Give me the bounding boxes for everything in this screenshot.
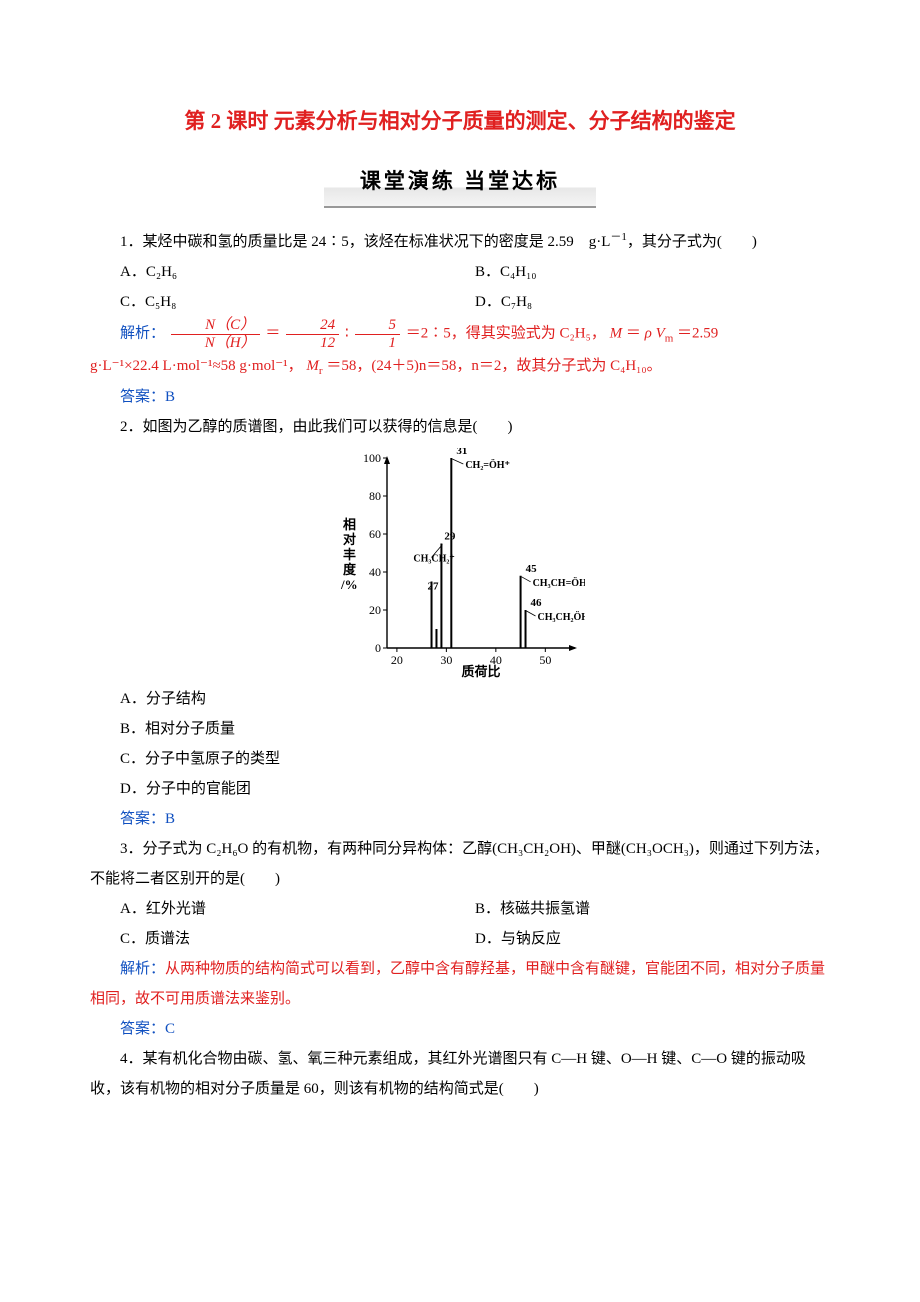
q1-options-row1: A．C₂H₆ B．C₄H₁₀ xyxy=(120,257,830,287)
mass-spectrum-chart: 02040608010020304050相对丰度/%质荷比2729CH₃CH₂⁺… xyxy=(90,448,830,678)
q3-options-row2: C．质谱法 D．与钠反应 xyxy=(120,924,830,954)
svg-text:0: 0 xyxy=(375,641,381,655)
frac-nc-nh: N（C） N（H） xyxy=(171,317,260,351)
lesson-title: 第 2 课时 元素分析与相对分子质量的测定、分子结构的鉴定 xyxy=(90,100,830,142)
q3-optA: A．红外光谱 xyxy=(120,894,475,924)
svg-text:80: 80 xyxy=(369,489,381,503)
frac-5-1: 5 1 xyxy=(355,317,401,351)
q1-answer: 答案：B xyxy=(90,382,830,412)
q3-answer: 答案：C xyxy=(90,1014,830,1044)
q3-optC: C．质谱法 xyxy=(120,924,475,954)
q2-stem: 2．如图为乙醇的质谱图，由此我们可以获得的信息是( ) xyxy=(90,412,830,442)
svg-text:20: 20 xyxy=(391,653,403,667)
frac-24-12: 24 12 xyxy=(286,317,339,351)
svg-text:27: 27 xyxy=(428,581,440,593)
q3-analysis: 解析：从两种物质的结构简式可以看到，乙醇中含有醇羟基，甲醚中含有醚键，官能团不同… xyxy=(90,954,830,1014)
q3-optD: D．与钠反应 xyxy=(475,924,830,954)
q2-optD: D．分子中的官能团 xyxy=(120,774,830,804)
q1-options-row2: C．C₅H₈ D．C₇H₈ xyxy=(120,287,830,317)
svg-text:CH₃CH₂⁺: CH₃CH₂⁺ xyxy=(413,554,454,565)
svg-text:29: 29 xyxy=(444,531,456,543)
q1-optC: C．C₅H₈ xyxy=(120,287,475,317)
svg-text:CH₃CH₂ÖH⁺: CH₃CH₂ÖH⁺ xyxy=(538,610,585,623)
svg-text:45: 45 xyxy=(526,563,538,575)
banner-text: 课堂演练 当堂达标 xyxy=(324,160,596,208)
q3-stem: 3．分子式为 C₂H₆O 的有机物，有两种同分异构体：乙醇(CH₃CH₂OH)、… xyxy=(90,834,830,894)
q2-optB: B．相对分子质量 xyxy=(120,714,830,744)
svg-text:相: 相 xyxy=(343,517,356,532)
svg-text:40: 40 xyxy=(369,565,381,579)
q1-optD: D．C₇H₈ xyxy=(475,287,830,317)
svg-text:50: 50 xyxy=(539,653,551,667)
svg-text:60: 60 xyxy=(369,527,381,541)
q1-stem: 1．某烃中碳和氢的质量比是 24∶5，该烃在标准状况下的密度是 2.59 g·L… xyxy=(90,226,830,257)
q3-options-row1: A．红外光谱 B．核磁共振氢谱 xyxy=(120,894,830,924)
svg-text:质荷比: 质荷比 xyxy=(461,664,500,678)
q1-analysis: 解析： N（C） N（H） ＝ 24 12 ∶ 5 1 ＝2∶5，得其实验式为 … xyxy=(90,317,830,382)
q4-stem: 4．某有机化合物由碳、氢、氧三种元素组成，其红外光谱图只有 C—H 键、O—H … xyxy=(90,1044,830,1104)
svg-text:/%: /% xyxy=(340,577,358,592)
svg-text:46: 46 xyxy=(531,597,543,609)
svg-text:30: 30 xyxy=(440,653,452,667)
q2-optA: A．分子结构 xyxy=(120,684,830,714)
svg-text:CH₃CH=ÖH⁺: CH₃CH=ÖH⁺ xyxy=(533,576,585,589)
q2-optC: C．分子中氢原子的类型 xyxy=(120,744,830,774)
svg-text:度: 度 xyxy=(343,562,357,577)
svg-text:CH₂=ÖH⁺: CH₂=ÖH⁺ xyxy=(465,458,510,471)
svg-text:100: 100 xyxy=(363,451,381,465)
q2-answer: 答案：B xyxy=(90,804,830,834)
svg-text:丰: 丰 xyxy=(343,547,356,562)
svg-text:20: 20 xyxy=(369,603,381,617)
svg-text:对: 对 xyxy=(343,532,356,547)
q1-optA: A．C₂H₆ xyxy=(120,257,475,287)
svg-text:31: 31 xyxy=(456,448,467,457)
q1-optB: B．C₄H₁₀ xyxy=(475,257,830,287)
section-banner: 课堂演练 当堂达标 xyxy=(90,160,830,208)
q3-optB: B．核磁共振氢谱 xyxy=(475,894,830,924)
